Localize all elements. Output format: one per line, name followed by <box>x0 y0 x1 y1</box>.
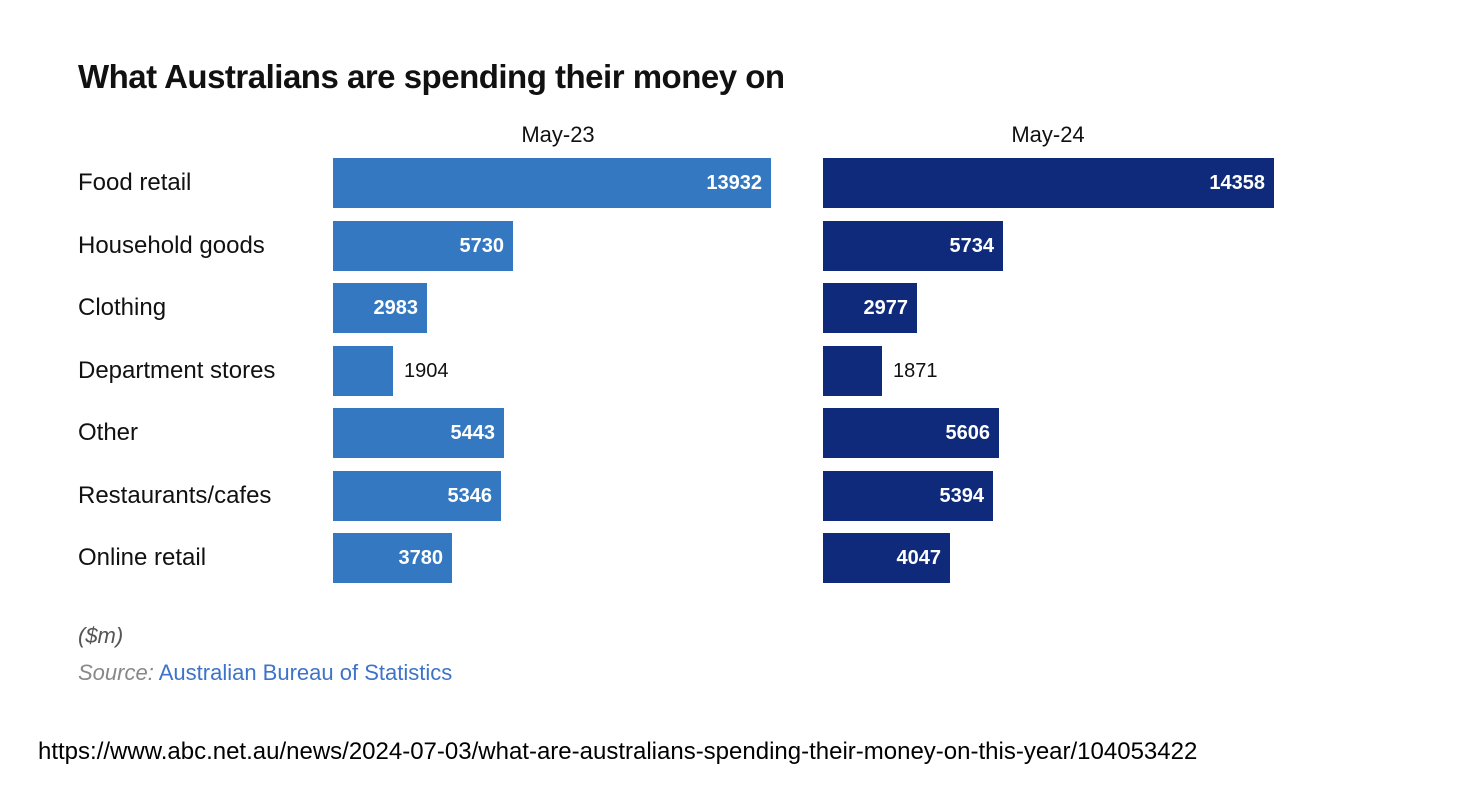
panel-header: May-23 <box>521 122 595 147</box>
chart-title: What Australians are spending their mone… <box>78 58 785 95</box>
data-label: 2977 <box>863 297 909 319</box>
bar <box>823 533 950 583</box>
source-link[interactable]: Australian Bureau of Statistics <box>158 660 453 685</box>
data-label: 14358 <box>1209 172 1265 194</box>
category-label: Online retail <box>78 544 207 571</box>
bar <box>823 158 1274 208</box>
data-label: 3780 <box>398 547 444 569</box>
bar <box>823 408 999 458</box>
category-label: Household goods <box>78 231 265 259</box>
bar <box>333 345 393 396</box>
data-label: 2983 <box>373 297 419 319</box>
unit-note: ($m) <box>78 623 124 648</box>
article-url: https://www.abc.net.au/news/2024-07-03/w… <box>38 738 1198 765</box>
data-label: 5730 <box>459 234 505 257</box>
bar <box>333 283 427 333</box>
bar <box>333 408 504 458</box>
category-label: Food retail <box>78 169 192 196</box>
category-label: Clothing <box>78 294 167 321</box>
panel-header: May-24 <box>1011 122 1085 147</box>
data-label: 5443 <box>450 422 496 444</box>
bar <box>333 470 501 521</box>
bar <box>823 470 993 521</box>
data-label: 4047 <box>896 547 942 569</box>
category-label: Restaurants/cafes <box>78 481 272 509</box>
bar <box>333 220 513 271</box>
source-prefix: Source: <box>78 660 154 685</box>
data-label: 1871 <box>893 359 938 382</box>
bar <box>823 283 917 333</box>
data-label: 5606 <box>945 422 991 444</box>
data-label: 5734 <box>949 234 995 257</box>
bar <box>823 220 1003 271</box>
source-line: Source: Australian Bureau of Statistics <box>78 660 452 686</box>
data-label: 5346 <box>447 484 493 507</box>
bar <box>333 533 452 583</box>
bar <box>333 158 771 208</box>
bar <box>823 345 882 396</box>
data-label: 13932 <box>706 172 762 194</box>
category-label: Department stores <box>78 356 276 384</box>
category-label: Other <box>78 419 139 446</box>
data-label: 1904 <box>404 359 449 382</box>
data-label: 5394 <box>939 484 985 507</box>
